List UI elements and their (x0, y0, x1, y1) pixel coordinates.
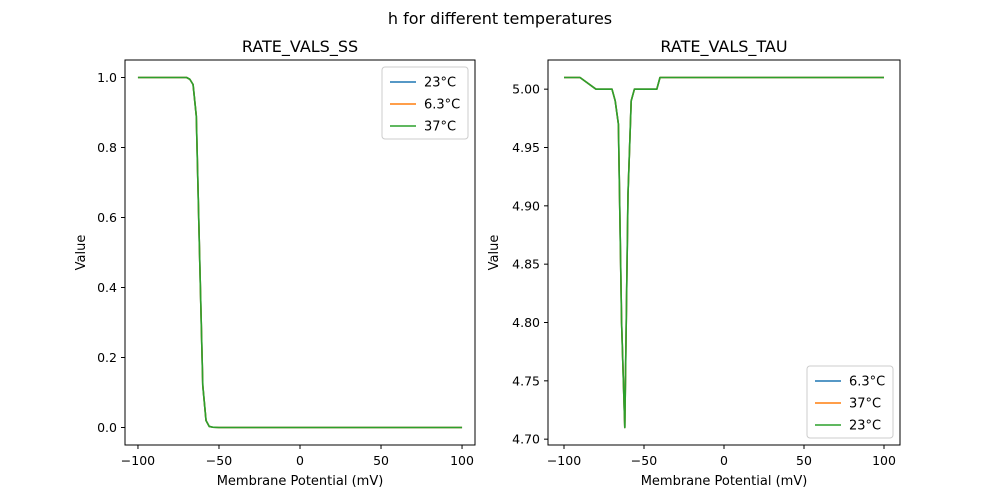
y-tick-label: 4.90 (512, 198, 540, 213)
y-tick-label: 1.0 (97, 70, 117, 85)
y-tick-label: 0.0 (97, 420, 117, 435)
x-axis-label: Membrane Potential (mV) (217, 474, 384, 489)
x-tick-label: −50 (206, 453, 232, 468)
legend-label: 37°C (424, 120, 456, 135)
y-tick-label: 4.80 (512, 315, 540, 330)
y-tick-label: 0.2 (97, 350, 117, 365)
y-tick-label: 4.85 (512, 257, 540, 272)
legend-box (806, 365, 894, 439)
y-tick-label: 0.8 (97, 140, 117, 155)
x-tick-label: 50 (373, 453, 389, 468)
legend-box (381, 66, 469, 140)
subplot-rate-vals-ss: RATE_VALS_SS −100 −50 0 50 100 0.0 0.2 0.4 0.6 0.8… (74, 37, 476, 489)
x-tick-label: −100 (121, 453, 155, 468)
subplot-rate-vals-tau: RATE_VALS_TAU −100 −50 0 50 100 4.70 4.75 4.80 4.… (487, 37, 901, 489)
x-axis-label: Membrane Potential (mV) (641, 474, 808, 489)
y-tick-label: 0.4 (97, 280, 117, 295)
x-tick-label: 100 (450, 453, 474, 468)
legend-label: 6.3°C (849, 375, 885, 390)
figure-suptitle: h for different temperatures (388, 9, 612, 28)
legend-label: 23°C (424, 76, 456, 91)
x-tick-label: 50 (796, 453, 812, 468)
y-axis-label: Value (487, 235, 502, 271)
y-tick-label: 5.00 (512, 82, 540, 97)
x-tick-label: −100 (547, 453, 581, 468)
y-axis-label: Value (74, 235, 89, 271)
y-tick-label: 4.70 (512, 432, 540, 447)
y-tick-label: 4.75 (512, 373, 540, 388)
subplot-title: RATE_VALS_TAU (660, 37, 787, 57)
x-tick-label: 0 (720, 453, 728, 468)
y-tick-label: 4.95 (512, 140, 540, 155)
series-line (137, 76, 463, 429)
series-line (564, 76, 884, 429)
legend-label: 6.3°C (424, 98, 460, 113)
x-tick-label: 0 (296, 453, 304, 468)
x-tick-label: −50 (631, 453, 657, 468)
x-tick-label: 100 (872, 453, 896, 468)
y-tick-label: 0.6 (97, 210, 117, 225)
legend-label: 37°C (849, 397, 881, 412)
subplot-title: RATE_VALS_SS (242, 37, 358, 57)
legend-label: 23°C (849, 419, 881, 434)
